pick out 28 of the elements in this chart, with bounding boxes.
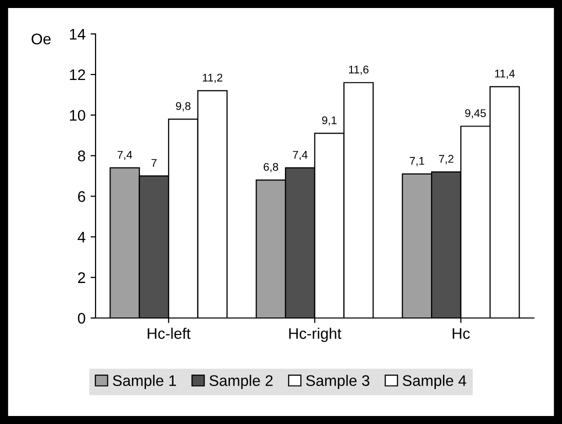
data-label: 7,2 bbox=[439, 154, 454, 164]
legend-label: Sample 1 bbox=[112, 374, 176, 390]
y-tick-label: 6 bbox=[78, 191, 86, 202]
data-label: 7 bbox=[151, 159, 157, 167]
x-tick-label: Hc-right bbox=[289, 328, 342, 342]
y-tick-label: 0 bbox=[78, 312, 86, 324]
data-label: 9,1 bbox=[322, 116, 337, 126]
data-label: 11,6 bbox=[349, 66, 368, 75]
y-tick-label: 12 bbox=[70, 69, 86, 80]
y-tick-label: 10 bbox=[70, 110, 86, 121]
data-label: 11,2 bbox=[202, 74, 222, 83]
y-tick-label: 14 bbox=[70, 28, 86, 40]
data-label: 7,4 bbox=[292, 150, 308, 160]
legend-label: Sample 2 bbox=[210, 374, 273, 390]
data-label: 7,1 bbox=[410, 157, 424, 166]
data-label: 9,45 bbox=[465, 109, 486, 118]
legend-label: Sample 3 bbox=[306, 374, 370, 390]
data-label: 9,8 bbox=[176, 102, 190, 112]
y-tick-label: 4 bbox=[78, 232, 86, 242]
y-tick-label: 2 bbox=[78, 272, 86, 283]
x-tick-label: Hc-left bbox=[148, 328, 191, 339]
legend-label: Sample 4 bbox=[402, 374, 466, 390]
y-axis-title: Oe bbox=[32, 34, 51, 44]
data-label: 6,8 bbox=[264, 163, 278, 172]
y-tick-label: 8 bbox=[78, 150, 86, 162]
data-label: 7,4 bbox=[118, 150, 132, 160]
x-tick-label: Hc bbox=[452, 328, 470, 339]
data-label: 11,4 bbox=[495, 70, 515, 79]
